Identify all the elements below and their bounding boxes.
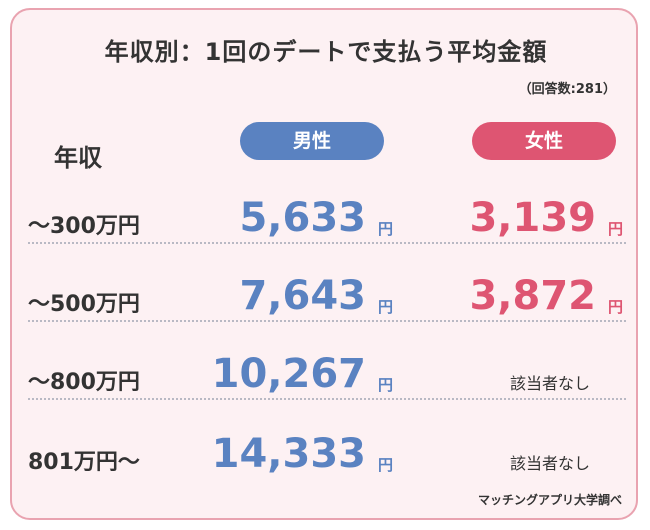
female-no-respondents: 該当者なし xyxy=(510,374,591,393)
source-note: マッチングアプリ大学調べ xyxy=(477,493,622,507)
row-label: 〜500万円 xyxy=(28,292,140,317)
row-divider xyxy=(28,242,626,244)
female-value: 3,139 xyxy=(469,195,596,241)
male-value: 14,333 xyxy=(211,431,366,477)
male-value: 5,633 xyxy=(239,195,366,241)
male-unit: 円 xyxy=(378,220,394,238)
male-unit: 円 xyxy=(378,376,394,394)
female-unit: 円 xyxy=(608,220,624,238)
female-unit: 円 xyxy=(608,298,624,316)
female-no-respondents: 該当者なし xyxy=(510,454,591,473)
row-divider xyxy=(28,398,626,400)
row-label: 801万円〜 xyxy=(28,450,140,475)
female-column-pill: 女性 xyxy=(472,122,616,160)
male-column-pill: 男性 xyxy=(240,122,384,160)
male-unit: 円 xyxy=(378,456,394,474)
male-value: 10,267 xyxy=(211,351,366,397)
row-label: 〜300万円 xyxy=(28,214,140,239)
chart-title: 年収別：1回のデートで支払う平均金額 xyxy=(104,38,548,66)
row-label: 〜800万円 xyxy=(28,370,140,395)
chart-card: 年収別：1回のデートで支払う平均金額 （回答数:281） 年収 男性 女性 〜3… xyxy=(10,8,638,520)
male-unit: 円 xyxy=(378,298,394,316)
male-value: 7,643 xyxy=(239,273,366,319)
income-column-header: 年収 xyxy=(54,144,102,172)
female-value: 3,872 xyxy=(469,273,596,319)
row-divider xyxy=(28,320,626,322)
response-count-note: （回答数:281） xyxy=(518,82,616,97)
